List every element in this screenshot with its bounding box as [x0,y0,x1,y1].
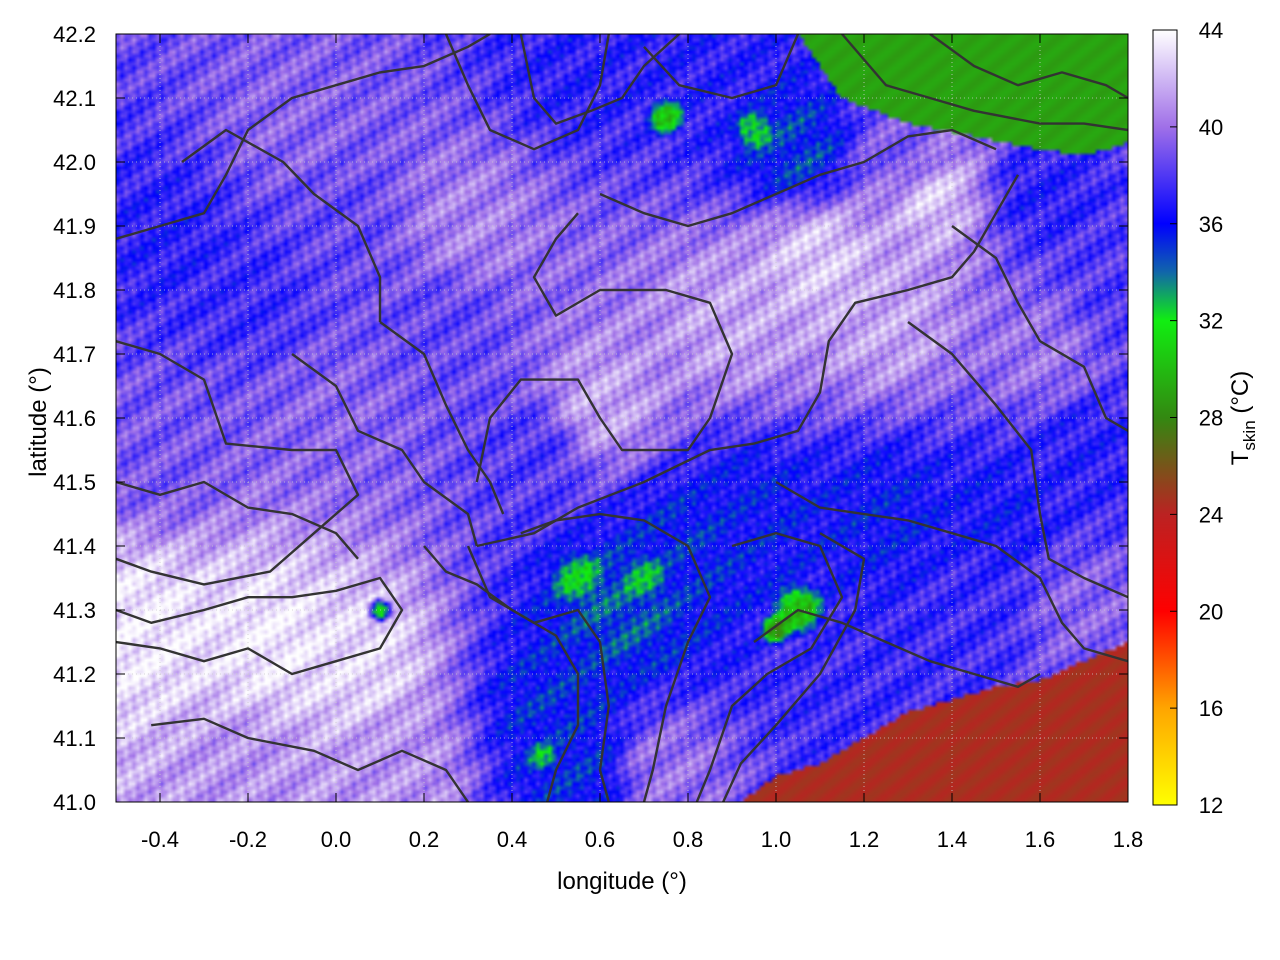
contour-line [116,480,359,560]
colorbar-label-unit: (°C) [1227,371,1254,421]
colorbar-tick-label: 44 [1199,18,1223,43]
contour-line [423,545,580,802]
y-tick-label: 41.5 [53,470,96,495]
y-tick-label: 41.1 [53,726,96,751]
y-tick-label: 42.1 [53,86,96,111]
contour-line [444,34,610,151]
y-tick-label: 41.4 [53,534,96,559]
contour-line [475,212,734,483]
x-tick-label: 0.0 [321,827,352,852]
y-tick-label: 41.8 [53,278,96,303]
x-tick-label: 1.6 [1025,827,1056,852]
x-tick-label: 0.6 [585,827,616,852]
contour-lines [116,34,1128,802]
x-tick-label: 1.2 [849,827,880,852]
x-axis-label: longitude (°) [557,868,687,895]
contour-line [643,34,800,100]
colorbar-tick-label: 32 [1199,309,1223,334]
x-tick-label: 1.4 [937,827,968,852]
x-tick-label: 1.8 [1113,827,1144,852]
contour-line [476,174,1020,548]
contour-line [722,532,866,802]
colorbar-tick-label: 16 [1199,696,1223,721]
y-axis-ticks: 41.0 41.1 41.2 41.3 41.4 41.5 41.6 41.7 41.8 41.9… [53,22,1128,815]
contour-line [520,512,712,802]
contour-line [466,545,610,802]
colorbar-tick-label: 12 [1199,793,1223,818]
y-axis-label: latitude (°) [25,367,52,477]
colorbar-tick-label: 28 [1199,406,1223,431]
y-tick-label: 41.9 [53,214,96,239]
colorbar-label: Tskin (°C) [1227,371,1259,466]
y-tick-label: 41.6 [53,406,96,431]
contour-line [695,532,844,802]
y-tick-label: 41.2 [53,662,96,687]
x-tick-label: 0.8 [673,827,704,852]
contour-line [181,128,382,322]
colorbar-tick-label: 20 [1199,599,1223,624]
x-tick-label: -0.4 [141,827,179,852]
contour-line [291,353,478,547]
contour-line [151,717,469,802]
colorbar-label-main: T [1227,450,1254,465]
x-tick-label: -0.2 [229,827,267,852]
y-tick-label: 41.3 [53,598,96,623]
contour-line [951,225,1128,432]
contour-line [116,340,360,586]
contour-line [519,34,681,125]
x-tick-label: 0.4 [497,827,528,852]
contour-line [753,608,1041,688]
y-tick-label: 41.7 [53,342,96,367]
contour-line [379,321,505,515]
colorbar-label-sub: skin [1240,420,1259,450]
colorbar-ticks: 12 16 20 24 28 32 36 40 44 [1170,18,1223,818]
colorbar-tick-label: 40 [1199,115,1223,140]
contour-line [599,128,997,228]
contour-line [116,34,491,240]
x-tick-label: 1.0 [761,827,792,852]
colorbar-tick-label: 24 [1199,502,1223,527]
contour-line [116,576,404,676]
contour-line [775,480,1128,663]
y-tick-label: 42.0 [53,150,96,175]
y-tick-label: 41.0 [53,790,96,815]
x-tick-label: 0.2 [409,827,440,852]
colorbar-tick-label: 36 [1199,212,1223,237]
contour-line [929,34,1128,100]
contour-line [841,34,1128,132]
y-tick-label: 42.2 [53,22,96,47]
contour-line [907,321,1128,599]
x-axis-ticks: -0.4 -0.2 0.0 0.2 0.4 0.6 0.8 1.0 1.2 1.4 1.6 1.8 [141,34,1143,852]
